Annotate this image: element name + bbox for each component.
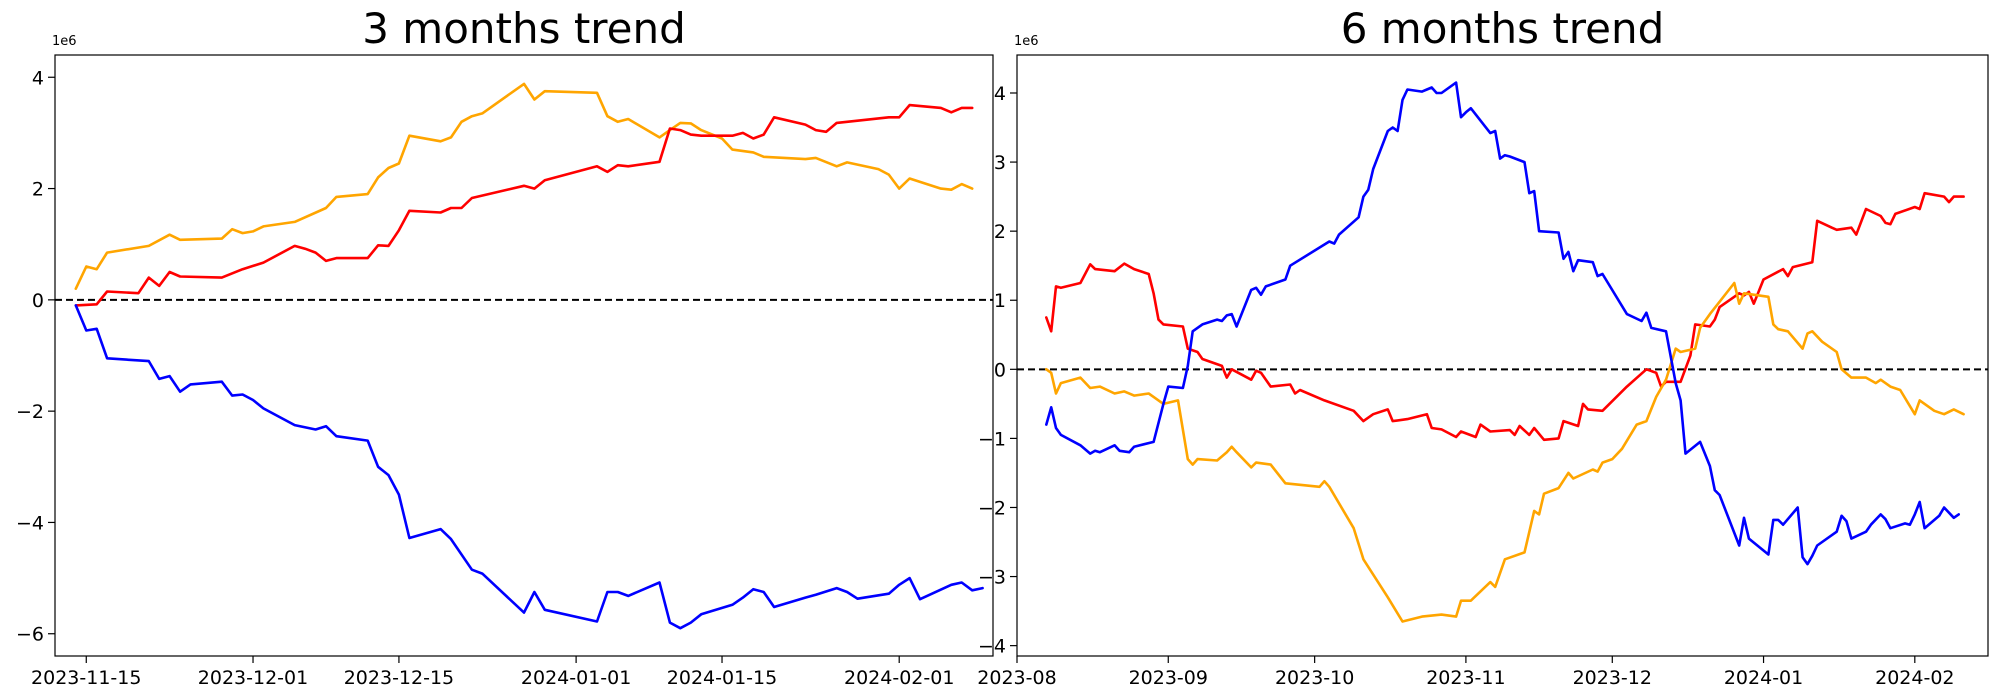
y-scale-label: 1e6: [52, 34, 77, 49]
x-tick-label: 2024-01-15: [667, 667, 777, 689]
chart-panel-1: 3 months trend 1e6 −6 −4 −2 0 2 4 2023-11-15 2023…: [16, 4, 994, 689]
x-tick-label: 2023-12-01: [198, 667, 308, 689]
chart-title: 6 months trend: [1341, 4, 1665, 53]
x-tick-label: 2023-08: [977, 667, 1056, 689]
y-tick-label: 2: [994, 221, 1006, 243]
y-tick-label: −6: [16, 624, 44, 646]
series-line-3: [1045, 81, 1960, 566]
x-tick-label: 2024-02: [1875, 667, 1954, 689]
axes-frame: [54, 54, 994, 657]
y-tick-label: −2: [978, 497, 1006, 519]
y-tick-label: 4: [32, 67, 44, 89]
y-tick-label: −4: [16, 512, 44, 534]
y-tick-label: −2: [16, 401, 44, 423]
y-scale-label: 1e6: [1014, 34, 1039, 49]
x-tick-label: 2024-01: [1724, 667, 1803, 689]
x-tick-label: 2024-01-01: [521, 667, 631, 689]
x-tick-label: 2023-12-15: [344, 667, 454, 689]
x-tick-label: 2024-02-01: [844, 667, 954, 689]
y-tick-label: 3: [994, 152, 1006, 174]
y-tick-label: 2: [32, 179, 44, 201]
chart-panel-2: 6 months trend 1e6 −4 −3 −2 −1 0 1 2 3 4 2023-08 202…: [977, 4, 1989, 689]
y-tick-label: 0: [32, 290, 44, 312]
series-line-2: [1045, 281, 1965, 623]
y-tick-label: −4: [978, 636, 1006, 658]
x-tick-label: 2023-12: [1573, 667, 1652, 689]
series-line-3: [74, 304, 984, 630]
y-tick-label: −3: [978, 567, 1006, 589]
y-tick-label: 1: [994, 290, 1006, 312]
y-tick-label: −1: [978, 428, 1006, 450]
series-line-2: [74, 103, 974, 307]
x-tick-label: 2023-11: [1426, 667, 1505, 689]
series-line-1: [74, 82, 974, 290]
axes-frame: [1016, 54, 1989, 657]
x-tick-label: 2023-10: [1275, 667, 1354, 689]
y-tick-label: 0: [994, 359, 1006, 381]
x-tick-label: 2023-09: [1129, 667, 1208, 689]
x-tick-label: 2023-11-15: [31, 667, 141, 689]
y-tick-label: 4: [994, 83, 1006, 105]
series-line-1: [1045, 191, 1965, 442]
chart-title: 3 months trend: [362, 4, 686, 53]
